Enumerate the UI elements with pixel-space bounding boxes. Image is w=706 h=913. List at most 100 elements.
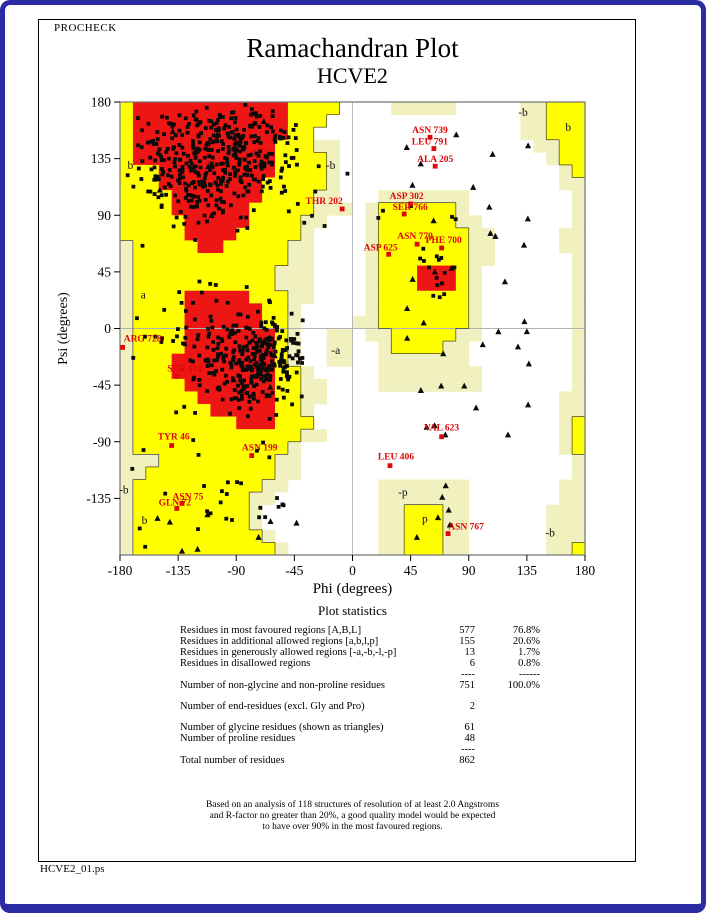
region-g-band: [455, 215, 483, 229]
residue-square: [248, 359, 253, 364]
residue-square: [191, 301, 195, 305]
residue-square: [231, 153, 236, 158]
y-tick-label: -135: [86, 491, 111, 506]
residue-square: [217, 133, 221, 138]
residue-square: [216, 187, 220, 192]
residue-square: [247, 168, 252, 172]
residue-square: [194, 117, 199, 122]
region-g-band: [546, 517, 586, 531]
residue-square: [431, 293, 436, 298]
residue-square: [437, 295, 442, 300]
residue-square: [194, 203, 199, 208]
glycine-triangle: [479, 341, 486, 348]
residue-square: [238, 175, 243, 180]
residue-square: [231, 146, 236, 151]
residue-square: [275, 325, 280, 329]
residue-square: [215, 183, 220, 188]
residue-square: [421, 246, 426, 251]
residue-square: [434, 254, 439, 259]
residue-square: [254, 360, 259, 365]
residue-square: [229, 362, 234, 367]
residue-square: [296, 360, 300, 365]
residue-square: [196, 121, 201, 126]
region-y-band: [132, 404, 211, 417]
glycine-triangle: [501, 278, 509, 285]
region-y-band: [132, 253, 289, 266]
residue-square: [434, 275, 439, 280]
region-letter: b: [127, 160, 133, 172]
region-g-band: [559, 404, 586, 417]
residue-square: [268, 351, 273, 356]
residue-square: [245, 226, 250, 230]
residue-square: [215, 139, 220, 144]
residue-square: [216, 335, 221, 340]
residue-square: [157, 147, 162, 152]
residue-square: [189, 168, 193, 173]
residue-square: [214, 128, 218, 132]
residue-square: [152, 192, 157, 196]
residue-square: [198, 165, 203, 170]
residue-square: [255, 372, 260, 377]
residue-square: [276, 504, 281, 509]
residue-square: [214, 135, 219, 140]
stats-label: Total number of residues: [180, 755, 285, 766]
residue-square: [274, 413, 279, 417]
residue-square: [205, 509, 209, 514]
residue-square: [222, 359, 227, 364]
residue-square: [270, 160, 275, 165]
region-g-band: [455, 328, 483, 342]
residue-square: [224, 492, 229, 496]
region-g-band: [300, 215, 328, 229]
residue-square: [153, 174, 158, 179]
residue-square: [191, 113, 196, 118]
residue-square: [270, 390, 275, 395]
residue-square: [222, 200, 226, 205]
residue-square: [422, 259, 426, 263]
glycine-triangle: [492, 232, 499, 239]
residue-square: [257, 339, 262, 344]
residue-square: [214, 121, 219, 125]
region-y-band: [455, 278, 470, 292]
region-y-band: [145, 466, 276, 480]
residue-square: [217, 113, 222, 117]
residue-square: [247, 399, 252, 404]
residue-square: [234, 127, 239, 132]
region-y-band: [132, 479, 263, 493]
residue-square: [261, 356, 266, 361]
residue-square: [270, 359, 274, 364]
glycine-triangle: [524, 215, 531, 222]
residue-square: [131, 184, 136, 189]
outlier-label: SER 766: [393, 203, 428, 213]
residue-square: [226, 149, 231, 153]
region-r-band: [171, 190, 263, 204]
residue-square: [209, 363, 214, 368]
region-g-band: [546, 504, 586, 518]
region-g-band: [455, 202, 470, 216]
residue-square: [191, 139, 195, 143]
residue-square: [246, 364, 251, 369]
region-g-band: [120, 492, 134, 506]
residue-square: [194, 109, 199, 114]
residue-square: [216, 149, 220, 153]
residue-square: [265, 341, 269, 346]
stats-label: Number of end-residues (excl. Gly and Pr…: [180, 701, 365, 712]
region-y-band: [120, 127, 134, 141]
residue-square: [247, 160, 251, 165]
residue-square: [197, 377, 202, 382]
residue-square: [271, 315, 276, 320]
residue-square: [191, 438, 196, 442]
residue-square: [231, 350, 236, 355]
residue-square: [148, 189, 153, 194]
region-g-band: [533, 139, 560, 153]
residue-square: [188, 204, 193, 209]
region-y-band: [132, 353, 173, 367]
residue-square: [258, 141, 263, 145]
residue-square: [188, 158, 193, 163]
residue-square: [239, 481, 243, 486]
residue-square: [220, 489, 224, 494]
residue-square: [262, 164, 267, 169]
residue-square: [273, 139, 278, 144]
residue-square: [298, 356, 302, 361]
residue-square: [322, 224, 327, 228]
region-g-band: [520, 127, 547, 141]
